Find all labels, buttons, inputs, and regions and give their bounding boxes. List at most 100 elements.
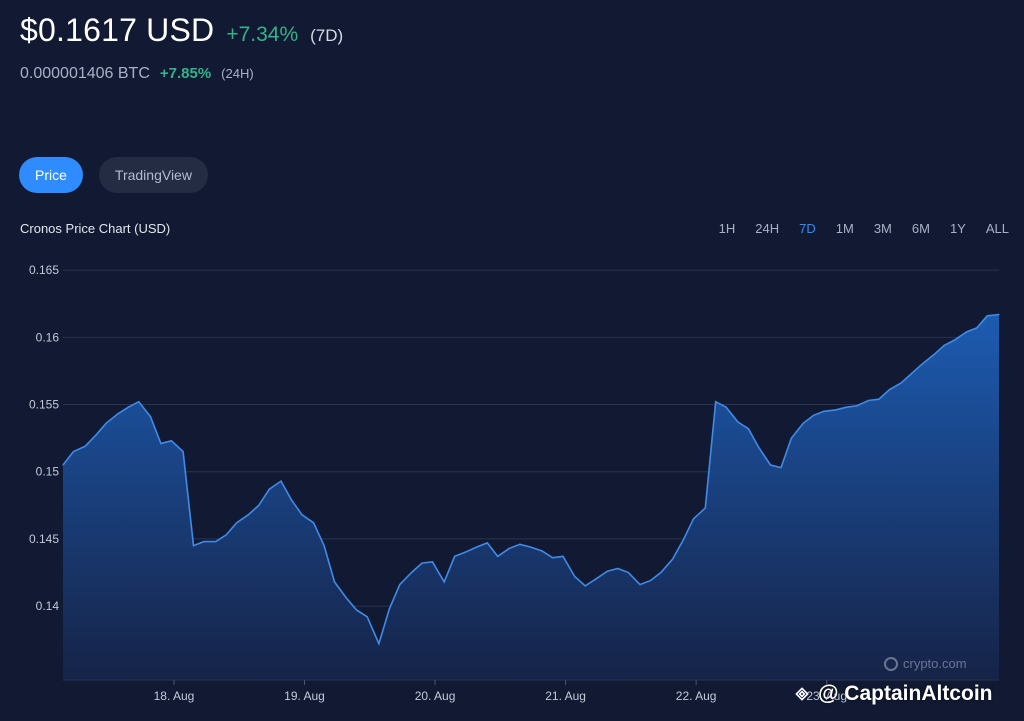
price-point bbox=[519, 543, 521, 545]
price-point bbox=[443, 581, 445, 583]
price-point bbox=[410, 571, 413, 574]
price-point bbox=[345, 597, 347, 599]
price-point bbox=[203, 540, 205, 543]
period-7d: (7D) bbox=[310, 26, 344, 45]
price-point bbox=[682, 539, 684, 541]
range-tab-1m[interactable]: 1M bbox=[835, 221, 854, 236]
price-point bbox=[900, 382, 902, 384]
binance-logo-icon bbox=[795, 687, 809, 701]
price-point bbox=[268, 488, 270, 490]
price-point bbox=[790, 437, 793, 439]
price-point bbox=[323, 545, 325, 547]
range-tab-6m[interactable]: 6M bbox=[911, 221, 930, 236]
y-tick-label: 0.15 bbox=[36, 465, 60, 479]
price-point bbox=[943, 344, 945, 347]
price-point bbox=[529, 546, 531, 548]
price-point bbox=[62, 464, 64, 466]
price-point bbox=[802, 422, 804, 424]
price-point bbox=[910, 373, 913, 375]
price-point bbox=[813, 414, 815, 416]
crypto-watermark: crypto.com bbox=[884, 656, 967, 671]
y-tick-label: 0.16 bbox=[36, 330, 60, 344]
price-point bbox=[672, 558, 674, 560]
price-btc: 0.000001406 BTC bbox=[20, 65, 150, 82]
price-point bbox=[737, 421, 739, 423]
price-point bbox=[117, 413, 119, 415]
price-point bbox=[998, 313, 1000, 316]
price-point bbox=[105, 422, 107, 424]
price-point bbox=[160, 442, 162, 445]
price-point bbox=[247, 514, 249, 516]
price-point bbox=[225, 534, 227, 536]
price-point bbox=[388, 608, 390, 610]
crypto-watermark-text: crypto.com bbox=[903, 656, 967, 671]
price-point bbox=[888, 389, 890, 391]
price-point bbox=[878, 398, 880, 400]
range-tab-7d[interactable]: 7D bbox=[799, 221, 816, 236]
price-point bbox=[84, 445, 86, 447]
change-7d: +7.34% bbox=[226, 23, 299, 46]
price-point bbox=[769, 464, 772, 466]
price-point bbox=[486, 542, 488, 544]
price-point bbox=[170, 440, 172, 442]
price-point bbox=[639, 583, 641, 586]
change-24h: +7.85% bbox=[159, 65, 212, 82]
price-point bbox=[976, 327, 978, 329]
price-point bbox=[823, 410, 825, 412]
range-tab-3m[interactable]: 3M bbox=[873, 221, 892, 236]
x-tick-label: 21. Aug bbox=[545, 689, 586, 703]
price-point bbox=[986, 315, 988, 317]
price-point bbox=[378, 643, 380, 645]
price-point bbox=[182, 450, 184, 453]
price-point bbox=[421, 562, 423, 564]
price-point bbox=[606, 570, 608, 572]
price-point bbox=[280, 480, 282, 482]
y-tick-label: 0.145 bbox=[29, 532, 59, 546]
price-point bbox=[692, 518, 695, 520]
price-point bbox=[290, 499, 293, 501]
price-point bbox=[551, 557, 554, 559]
x-tick-label: 19. Aug bbox=[284, 689, 325, 703]
price-point bbox=[399, 583, 401, 586]
price-point bbox=[704, 507, 706, 509]
x-tick-label: 18. Aug bbox=[154, 689, 195, 703]
price-point bbox=[758, 446, 760, 449]
price-point bbox=[617, 567, 619, 570]
price-tab[interactable]: Price bbox=[19, 157, 83, 193]
price-point bbox=[965, 331, 967, 333]
price-point bbox=[780, 467, 782, 469]
price-point bbox=[921, 363, 923, 365]
price-point bbox=[595, 578, 597, 580]
y-tick-label: 0.14 bbox=[36, 599, 60, 613]
crypto-logo-icon bbox=[884, 656, 898, 671]
price-point bbox=[497, 555, 499, 557]
price-point bbox=[95, 434, 97, 437]
price-point bbox=[149, 416, 152, 418]
price-point bbox=[508, 547, 511, 549]
price-point bbox=[431, 561, 434, 563]
price-point bbox=[215, 540, 217, 543]
price-point bbox=[541, 550, 543, 552]
tradingview-tab[interactable]: TradingView bbox=[98, 157, 208, 193]
y-tick-label: 0.165 bbox=[29, 263, 59, 277]
period-24h: (24H) bbox=[221, 66, 254, 81]
price-point bbox=[138, 401, 140, 403]
price-point bbox=[627, 571, 629, 574]
price-point bbox=[464, 551, 466, 553]
price-point bbox=[366, 616, 368, 618]
price-point bbox=[835, 409, 837, 411]
price-point bbox=[725, 406, 727, 408]
price-point bbox=[127, 406, 129, 408]
author-watermark: @ CaptainAltcoin bbox=[792, 682, 992, 706]
range-tab-24h[interactable]: 24H bbox=[755, 221, 780, 236]
price-point bbox=[454, 555, 456, 557]
range-tab-1y[interactable]: 1Y bbox=[949, 221, 966, 236]
price-point bbox=[649, 579, 652, 582]
price-point bbox=[747, 428, 749, 430]
range-tab-1h[interactable]: 1H bbox=[718, 221, 736, 236]
range-tab-all[interactable]: ALL bbox=[985, 221, 1009, 236]
x-tick-label: 22. Aug bbox=[676, 689, 717, 703]
price-point bbox=[72, 450, 75, 453]
price-point bbox=[192, 545, 195, 547]
